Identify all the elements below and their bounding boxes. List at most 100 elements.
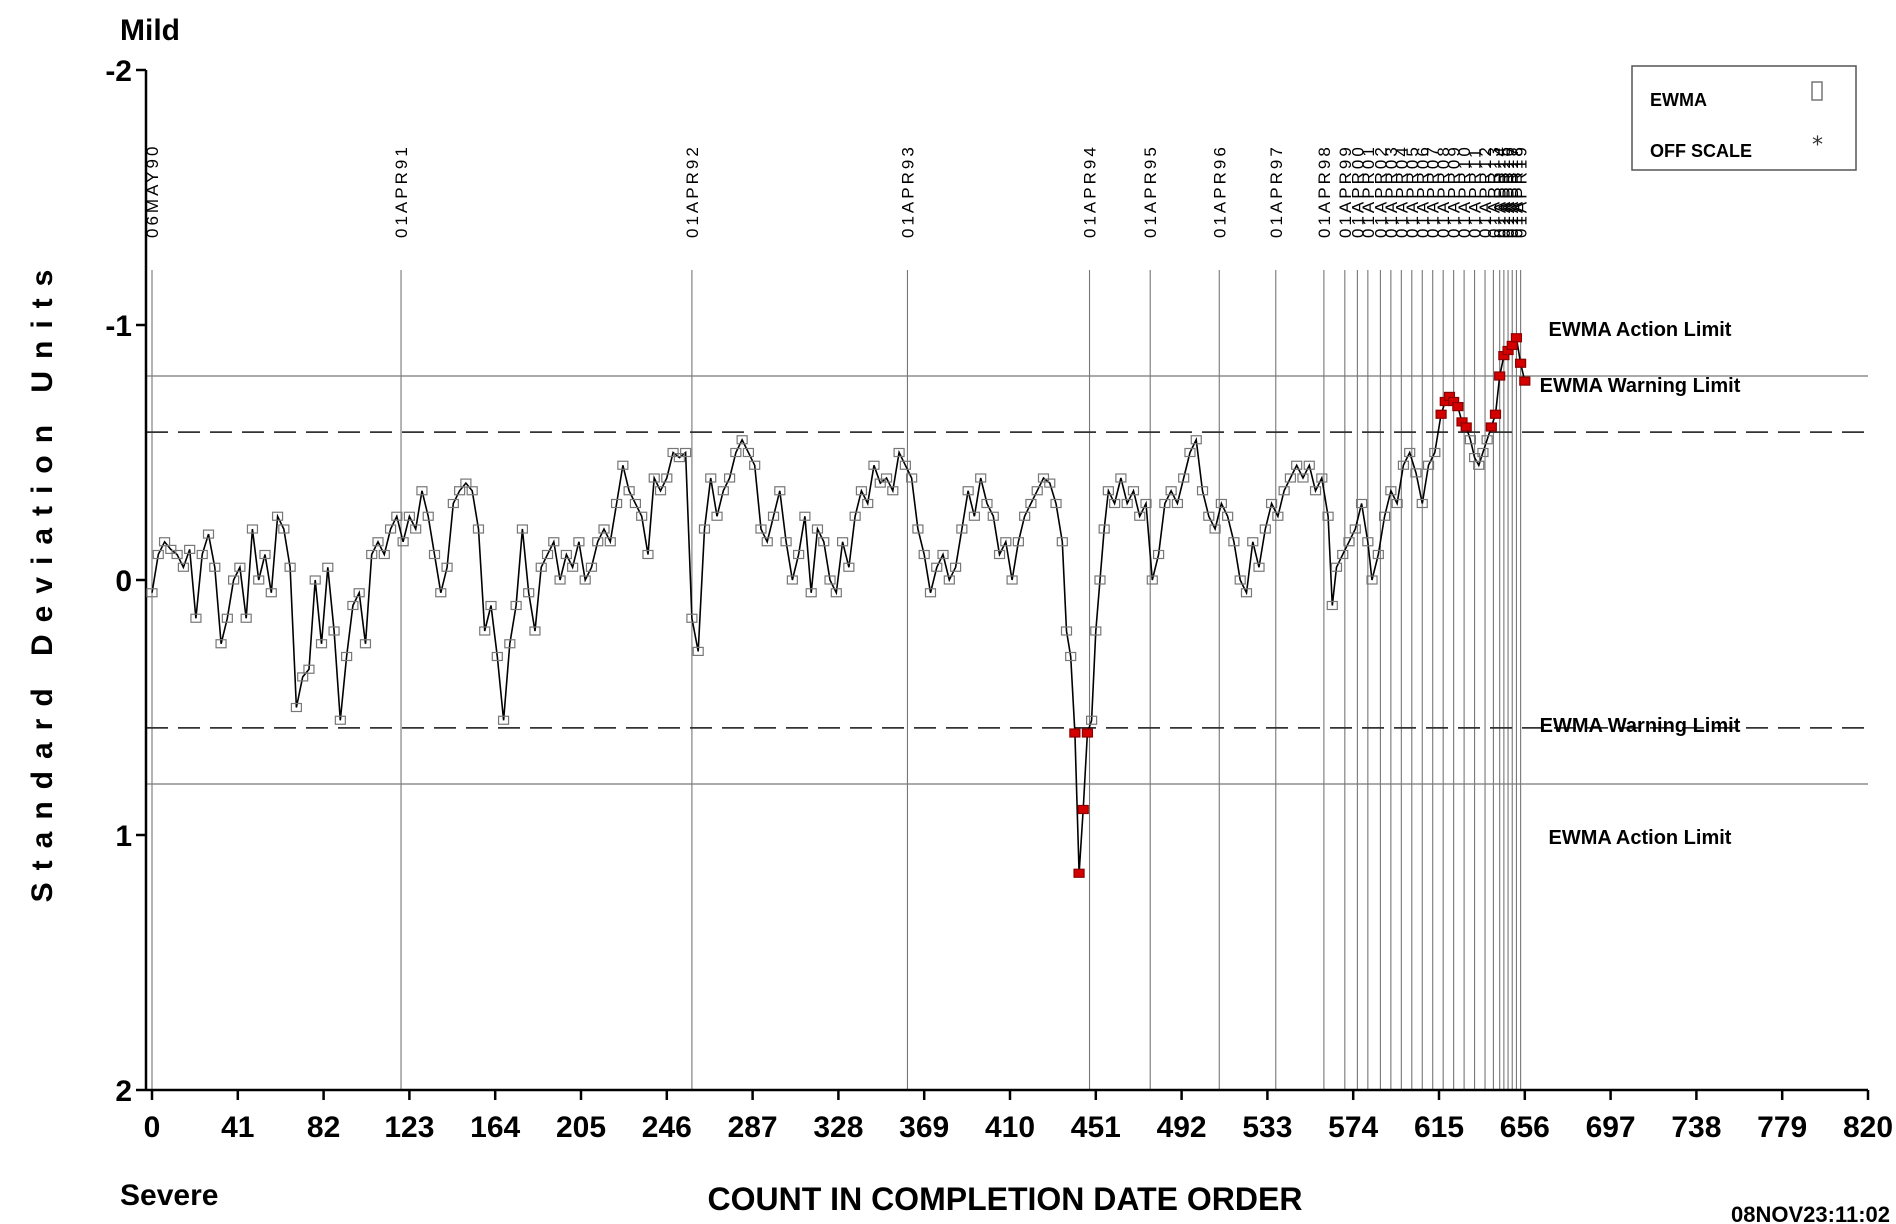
ewma-point (736, 435, 748, 445)
date-marker-label: 01APR94 (1081, 144, 1100, 238)
off-scale-point (1460, 422, 1472, 432)
ewma-point (767, 511, 780, 521)
ewma-point (786, 575, 798, 585)
ewma-point (441, 562, 453, 572)
ewma-point (761, 537, 773, 547)
off-scale-point (1485, 422, 1497, 432)
x-tick-label: 82 (307, 1111, 340, 1144)
x-tick-label: 164 (470, 1111, 520, 1144)
ewma-point (309, 575, 321, 585)
ewma-point (447, 498, 459, 509)
ewma-point (805, 588, 817, 598)
ewma-point (504, 639, 516, 649)
ewma-point (372, 537, 384, 547)
ewma-point (1355, 498, 1368, 509)
date-marker-label: 01APR01 (1359, 144, 1378, 238)
ewma-point (604, 537, 616, 547)
off-scale-point (1506, 340, 1518, 350)
ewma-point (874, 478, 886, 488)
ewma-point (1109, 498, 1121, 509)
ewma-point (359, 639, 372, 649)
ewma-point (755, 524, 767, 534)
x-tick-label: 410 (985, 1111, 1035, 1144)
ewma-point (585, 562, 598, 572)
ewma-point (529, 626, 541, 636)
ewma-point (466, 486, 478, 496)
ewma-point (290, 702, 302, 713)
off-scale-point (1452, 402, 1464, 412)
ewma-point (165, 544, 177, 555)
ewma-point (1203, 511, 1215, 521)
date-marker-label: 01APR13 (1484, 144, 1503, 238)
date-marker-label: 01APR12 (1476, 144, 1495, 238)
ewma-point (184, 544, 196, 555)
ewma-point (1209, 524, 1221, 534)
ewma-point (975, 473, 987, 483)
ewma-point (410, 524, 422, 534)
ewma-point (315, 639, 328, 649)
ewma-point (177, 562, 189, 572)
ewma-point (1044, 478, 1056, 488)
ewma-point (962, 486, 974, 496)
ewma-point (1037, 473, 1050, 483)
date-marker-label: 01APR10 (1455, 144, 1474, 238)
ewma-point (912, 524, 924, 534)
ewma-point (1222, 511, 1234, 521)
ewma-point (887, 486, 899, 496)
ewma-point (523, 588, 535, 598)
ewma-point (617, 460, 629, 470)
ewma-point (479, 626, 491, 636)
ewma-point (723, 473, 736, 483)
ewma-point (579, 575, 591, 585)
ewma-point (918, 549, 930, 560)
ewma-point (868, 460, 880, 470)
ewma-point (1184, 447, 1196, 458)
ewma-point (937, 549, 949, 560)
ewma-point (1171, 498, 1184, 509)
ewma-point (265, 588, 277, 598)
ewma-point (667, 447, 679, 458)
legend: EWMA OFF SCALE * (1631, 65, 1857, 171)
legend-entry-off-scale: OFF SCALE (1650, 141, 1752, 161)
ewma-point (548, 537, 560, 547)
ewma-point (1152, 549, 1165, 560)
ewma-point (1140, 498, 1152, 509)
date-marker-label: 01APR17 (1503, 144, 1522, 238)
date-markers: 06MAY90 01APR91 01APR92 01APR93 01APR94 01APR… (143, 144, 1531, 238)
ewma-point (993, 549, 1006, 560)
ewma-point (573, 537, 585, 547)
ewma-point (686, 613, 698, 623)
ewma-point (1429, 447, 1441, 458)
x-tick-label: 779 (1757, 1111, 1807, 1144)
x-tick-label: 328 (813, 1111, 863, 1144)
ewma-point (491, 651, 503, 662)
x-tick-label: 820 (1843, 1111, 1893, 1144)
ewma-point (1385, 486, 1397, 496)
ewma-point (1278, 486, 1290, 496)
ewma-point (648, 473, 660, 483)
x-tick-label: 369 (899, 1111, 949, 1144)
ewma-point (843, 562, 855, 572)
x-tick-label: 451 (1071, 1111, 1121, 1144)
date-marker-label: 01APR95 (1141, 144, 1160, 238)
ewma-point (811, 524, 824, 534)
x-tick-label: 205 (556, 1111, 606, 1144)
date-marker-label: 01APR07 (1424, 144, 1443, 238)
ewma-point (215, 639, 227, 649)
ewma-point (1259, 524, 1271, 534)
date-marker-label: 01APR06 (1413, 144, 1432, 238)
top-label: Mild (120, 14, 180, 47)
off-scale-point (1519, 376, 1531, 386)
ewma-point (1284, 473, 1297, 483)
ewma-point (636, 511, 648, 521)
ewma-point (560, 549, 572, 560)
x-tick-label: 656 (1500, 1111, 1550, 1144)
reference-label: EWMA Warning Limit (1540, 715, 1741, 737)
ewma-point (1025, 498, 1037, 509)
ewma-point (259, 549, 271, 560)
ewma-point (749, 460, 761, 470)
x-tick-label: 492 (1157, 1111, 1207, 1144)
ewma-point (780, 537, 792, 547)
ewma-point (1253, 562, 1265, 572)
